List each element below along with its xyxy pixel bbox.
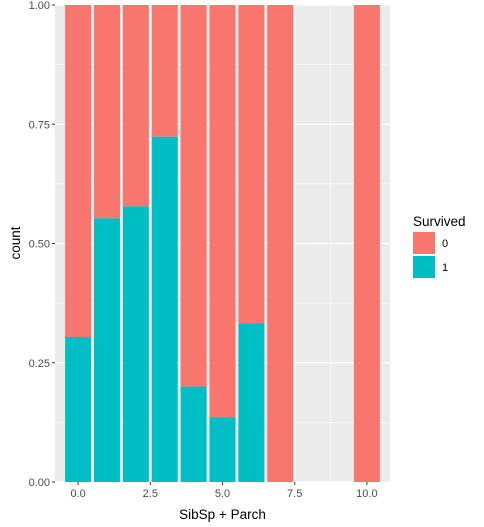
y-tick-label: 0.50 [29, 239, 50, 251]
bar-6-survived-0 [238, 5, 265, 324]
x-tick-label: 5.0 [215, 488, 230, 500]
bar-2-survived-0 [122, 5, 149, 207]
legend: Survived 0 1 [413, 214, 466, 278]
x-tick-label: 7.5 [287, 488, 302, 500]
bar-3-survived-0 [151, 5, 178, 137]
bars [65, 5, 380, 483]
bar-5-survived-1 [209, 417, 236, 482]
bar-5-survived-0 [209, 5, 236, 418]
bar-7-survived-0 [267, 5, 294, 482]
bar-6-survived-1 [238, 323, 265, 482]
bar-0-survived-1 [65, 336, 92, 482]
bar-4-survived-0 [180, 5, 207, 387]
y-axis: 0.00 0.25 0.50 0.75 1.00 [29, 0, 55, 489]
bar-1-survived-0 [93, 5, 120, 219]
legend-key-1 [413, 256, 435, 278]
x-axis: 0.0 2.5 5.0 7.5 10.0 [70, 482, 378, 500]
x-axis-title: SibSp + Parch [179, 507, 266, 522]
y-tick-label: 1.00 [29, 0, 50, 12]
x-tick-label: 2.5 [143, 488, 158, 500]
bar-3-survived-1 [151, 136, 178, 483]
x-tick-label: 0.0 [70, 488, 85, 500]
y-tick-label: 0.00 [29, 477, 50, 489]
legend-label-1: 1 [442, 262, 448, 274]
y-axis-title: count [8, 226, 23, 259]
legend-key-0 [413, 232, 435, 254]
y-tick-label: 0.25 [29, 358, 50, 370]
bar-10-survived-0 [353, 5, 380, 482]
bar-1-survived-1 [93, 218, 120, 482]
bar-0-survived-0 [65, 5, 92, 337]
bar-2-survived-1 [122, 206, 149, 482]
bar-4-survived-1 [180, 386, 207, 482]
legend-label-0: 0 [442, 238, 448, 250]
x-tick-label: 10.0 [356, 488, 377, 500]
legend-title: Survived [413, 214, 466, 229]
y-tick-label: 0.75 [29, 119, 50, 131]
